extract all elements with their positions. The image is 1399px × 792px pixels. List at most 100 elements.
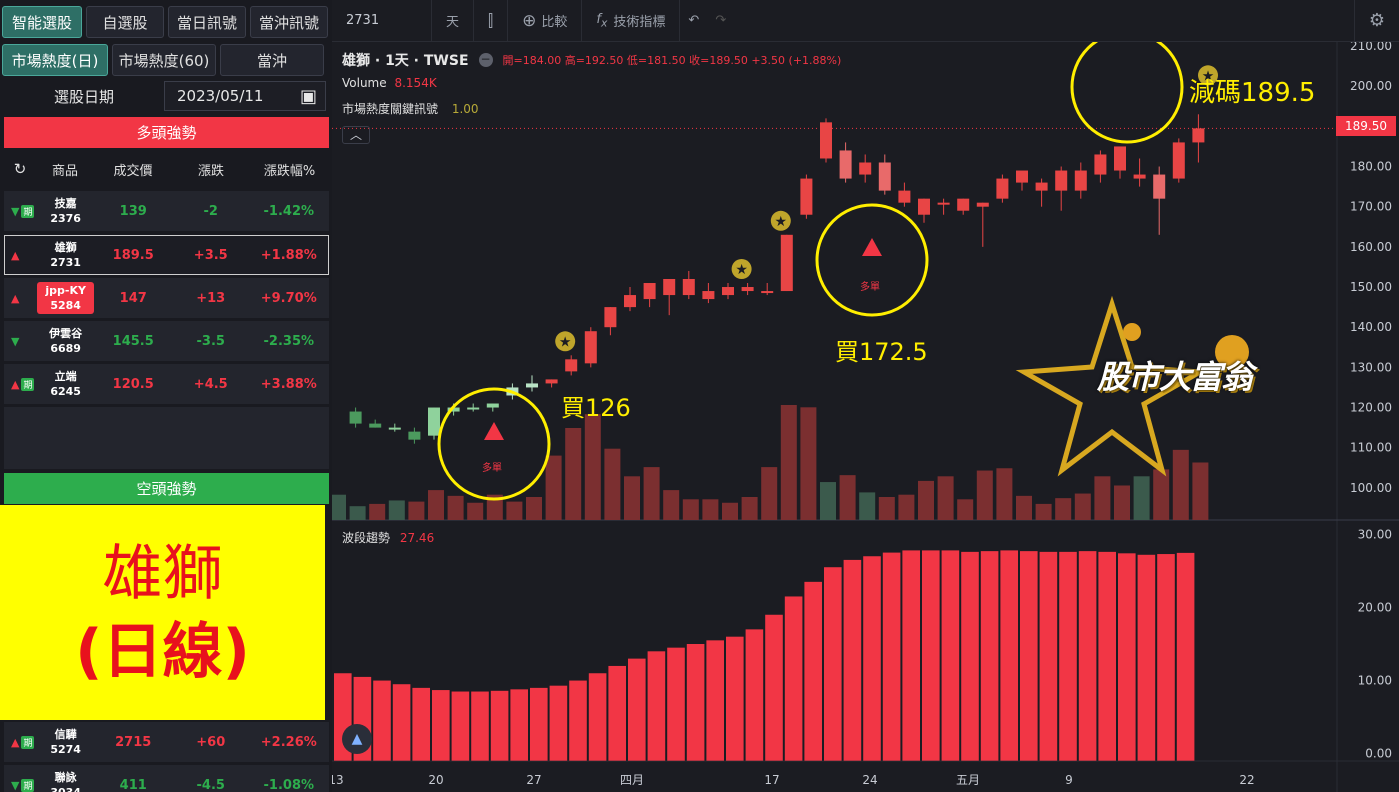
table-row[interactable]: ▲ 雄獅 2731 189.5 +3.5 +1.88%	[4, 235, 329, 275]
product-name: 聯詠	[54, 771, 77, 784]
wave-bar	[824, 567, 842, 761]
col-change-pct[interactable]: 漲跌幅%	[263, 163, 316, 179]
change-pct-cell: +9.70%	[260, 290, 317, 306]
volume-bar	[1035, 503, 1052, 520]
signal-star-icon	[1198, 65, 1218, 86]
price-tick-label: 150.00	[1350, 280, 1392, 294]
redo-icon[interactable]: ↷	[715, 13, 727, 28]
wave-bar	[922, 550, 940, 761]
tradingview-logo-icon[interactable]: ▲	[342, 724, 372, 754]
candle-body	[898, 190, 911, 203]
symbol-search[interactable]: 2731	[332, 0, 432, 42]
bull-tag-2: 多單	[860, 282, 880, 293]
volume-bar	[741, 497, 758, 520]
change-pct-cell: +3.88%	[260, 376, 317, 392]
wave-bar	[843, 559, 862, 761]
col-change[interactable]: 漲跌	[197, 163, 224, 179]
wave-bar	[608, 665, 626, 761]
heat-tab-1[interactable]: 市場熱度(60)	[112, 44, 216, 76]
volume-bar	[1192, 462, 1209, 520]
wave-bar	[1078, 551, 1097, 761]
candle-body	[408, 431, 421, 440]
undo-icon[interactable]: ↶	[688, 13, 700, 28]
logo-star-icon	[1015, 295, 1209, 477]
volume-bar	[526, 497, 542, 520]
change-cell: +3.5	[193, 247, 228, 263]
signal-star-icon	[555, 331, 576, 352]
volume-bar	[996, 468, 1013, 520]
wave-bar	[882, 552, 901, 761]
table-row[interactable]: ▼期 聯詠3034 411 -4.5 -1.08%	[4, 765, 329, 792]
price-cell: 120.5	[112, 376, 154, 392]
calendar-icon[interactable]: ▣	[299, 85, 317, 107]
table-row[interactable]: ▼ 伊雲谷 6689 145.5 -3.5 -2.35%	[4, 321, 329, 361]
volume-bar	[1016, 495, 1032, 520]
candle-body	[682, 278, 695, 296]
signal-star-glyph: ★	[559, 334, 572, 350]
col-price[interactable]: 成交價	[113, 163, 153, 179]
chart-svg[interactable]: 100.00110.00120.00130.00140.00150.00160.…	[328, 30, 1399, 792]
wave-bar	[530, 687, 548, 761]
volume-bar	[898, 494, 915, 520]
wave-bar	[451, 691, 470, 761]
heat-tab-2[interactable]: 當沖	[220, 44, 324, 76]
volume-label: Volume	[342, 76, 387, 90]
change-cell: -2	[203, 203, 218, 219]
volume-bar	[369, 503, 386, 520]
settings-icon[interactable]: ⚙	[1353, 0, 1399, 42]
futures-badge: 期	[21, 377, 35, 391]
signal-label: 市場熱度關鍵訊號	[342, 102, 439, 116]
interval-button[interactable]: 天	[432, 0, 475, 42]
wave-bar	[765, 614, 783, 761]
wave-tick-label: 0.00	[1365, 747, 1392, 761]
change-pct-cell: -1.42%	[263, 203, 315, 219]
up-arrow-icon: ▲	[11, 377, 20, 391]
wave-bar	[628, 658, 646, 761]
indicators-button[interactable]: fx 技術指標	[582, 0, 681, 42]
function-icon: fx	[596, 11, 608, 30]
candle-body	[388, 427, 401, 430]
volume-bar	[682, 499, 699, 520]
wave-bar	[686, 644, 705, 761]
collapse-legend-icon[interactable]: ︿	[342, 126, 370, 144]
refresh-icon[interactable]: ↻	[13, 160, 27, 178]
legend-volume: Volume 8.154K	[342, 76, 437, 90]
price-cell: 145.5	[112, 333, 154, 349]
table-row[interactable]: ▲ jpp-KY 5284 147 +13 +9.70%	[4, 278, 329, 318]
product-code: 2376	[50, 212, 81, 225]
col-product[interactable]: 商品	[51, 163, 78, 179]
list-empty-area	[4, 407, 329, 469]
chart-type-icon[interactable]: ⫿	[474, 0, 509, 42]
table-row[interactable]: ▼ 期 技嘉 2376 139 -2 -1.42%	[4, 191, 329, 231]
volume-bar	[545, 455, 562, 520]
tab-1[interactable]: 自選股	[86, 6, 164, 38]
compare-button[interactable]: ⊕ 比較	[508, 0, 583, 42]
candle-body	[800, 178, 813, 215]
date-picker[interactable]: 2023/05/11 ▣	[164, 81, 326, 111]
change-cell: -3.5	[196, 333, 225, 349]
tab-2[interactable]: 當日訊號	[168, 6, 246, 38]
wave-bar	[980, 551, 999, 761]
candle-body	[526, 383, 538, 388]
table-row[interactable]: ▲ 期 立端 6245 120.5 +4.5 +3.88%	[4, 364, 329, 404]
chart-area[interactable]: 100.00 110.00 120.00 130.00 140.00 150.00 160.…	[328, 30, 1399, 792]
volume-bar	[624, 476, 640, 520]
candle-body	[447, 407, 460, 412]
legend-signal: 市場熱度關鍵訊號 1.00	[342, 100, 479, 117]
wave-tick-label: 20.00	[1358, 600, 1392, 614]
title-overlay: 雄獅 (日線)	[0, 505, 325, 720]
candle-body	[996, 178, 1009, 199]
long-strength-header[interactable]: 多頭強勢	[4, 117, 329, 148]
buy-signal-1-icon	[484, 422, 504, 440]
tab-3[interactable]: 當沖訊號	[250, 6, 328, 38]
short-strength-header[interactable]: 空頭強勢	[4, 473, 329, 504]
volume-bar	[486, 494, 503, 520]
candle-body	[584, 331, 597, 364]
candle-body	[839, 150, 852, 179]
tab-0[interactable]: 智能選股	[2, 6, 82, 38]
heat-tab-0[interactable]: 市場熱度(日)	[2, 44, 108, 76]
buy2-label: 買172.5	[835, 338, 928, 366]
table-row[interactable]: ▲ 期 信驊 5274 2715 +60 +2.26%	[4, 722, 329, 762]
time-axis-label: 9	[1065, 773, 1073, 787]
legend-hide-icon[interactable]: −	[478, 52, 493, 67]
